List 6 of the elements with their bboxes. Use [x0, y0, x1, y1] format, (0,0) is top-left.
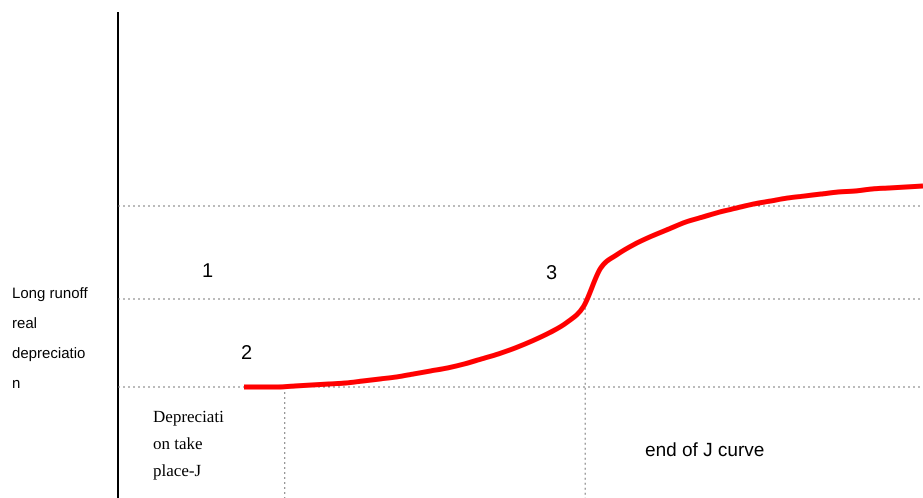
- text: Depreciation take place-J: [153, 407, 224, 480]
- annotation: 3: [546, 262, 558, 284]
- text: 1: [202, 260, 214, 282]
- text: Long runoff real depreciation: [12, 285, 88, 392]
- text: end of J curve: [645, 440, 764, 461]
- annotation: 2: [241, 342, 252, 364]
